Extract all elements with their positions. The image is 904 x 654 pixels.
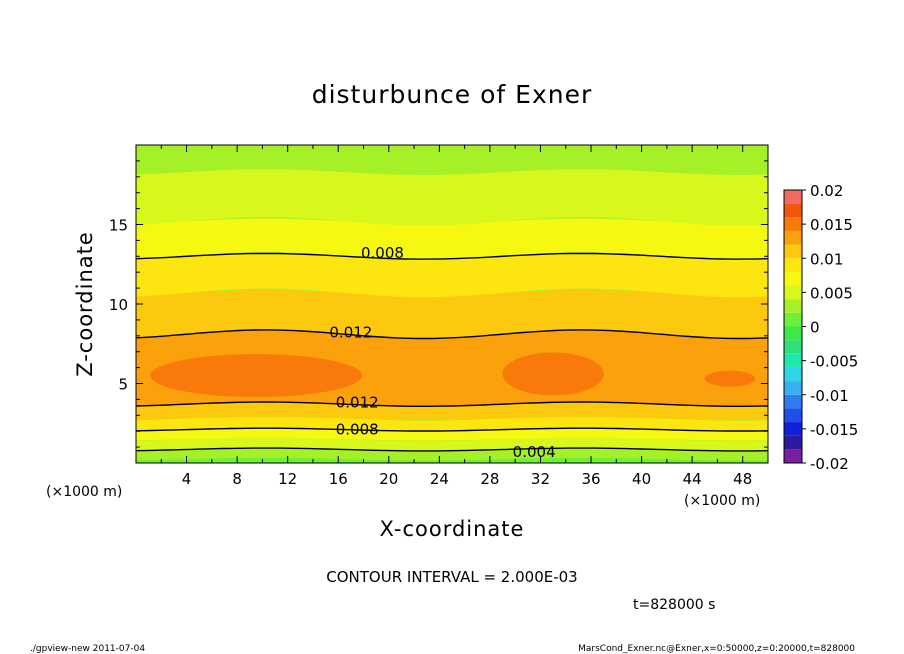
colorbar-tick-labels: 0.02 0.015 0.01 0.005 0 -0.005 -0.01 -0.015 -0.0… xyxy=(802,182,858,473)
colorbar-tick-label: 0.015 xyxy=(810,216,853,234)
x-tick-label: 4 xyxy=(182,470,192,488)
y-tick-label: 10 xyxy=(109,296,128,314)
colorbar xyxy=(783,189,803,464)
contour-band xyxy=(136,447,768,461)
colorbar-swatch xyxy=(784,230,802,245)
contour-label: 0.008 xyxy=(336,421,379,439)
x-tick-label: 28 xyxy=(480,470,499,488)
contour-band xyxy=(136,290,768,339)
colorbar-swatch xyxy=(784,217,802,231)
high-value-cells xyxy=(150,352,756,398)
contour-label: 0.012 xyxy=(329,324,372,342)
contour-band xyxy=(136,402,768,420)
colorbar-swatch xyxy=(784,326,802,341)
x-tick-label: 36 xyxy=(581,470,600,488)
colorbar-swatch xyxy=(784,258,802,272)
colorbar-swatch xyxy=(784,394,802,409)
x-tick-label: 20 xyxy=(379,470,398,488)
y-axis-ticks: 5 10 15 xyxy=(109,160,768,448)
colorbar-tick-label: 0.02 xyxy=(810,182,843,200)
contour-band xyxy=(136,169,768,226)
colorbar-swatch xyxy=(784,312,802,327)
x-axis-label: X-coordinate xyxy=(380,517,525,541)
x-tick-label: 8 xyxy=(232,470,242,488)
colorbar-tick-label: 0 xyxy=(810,319,820,337)
y-axis-label: Z-coordinate xyxy=(73,231,97,377)
filled-contour-bands xyxy=(136,145,768,463)
contour-interval-text: CONTOUR INTERVAL = 2.000E-03 xyxy=(326,568,577,586)
colorbar-tick-label: -0.005 xyxy=(810,353,858,371)
footer-right: MarsCond_Exner.nc@Exner,x=0:50000,z=0:20… xyxy=(578,644,855,654)
colorbar-swatch xyxy=(784,367,802,382)
x-axis-ticks: 4 8 12 16 20 24 28 32 36 40 44 48 xyxy=(160,145,752,488)
colorbar-swatch xyxy=(784,190,802,204)
colorbar-tick-label: -0.02 xyxy=(810,455,849,473)
colorbar-swatch xyxy=(784,422,802,436)
contour-band xyxy=(136,437,768,451)
chart-title: disturbunce of Exner xyxy=(312,80,593,109)
x-unit-left: (×1000 m) xyxy=(46,484,122,500)
contour-line xyxy=(136,401,768,407)
y-tick-label: 15 xyxy=(109,217,128,235)
colorbar-tick-label: 0.005 xyxy=(810,284,853,302)
colorbar-swatch xyxy=(784,203,802,218)
high-value-cell xyxy=(150,354,362,398)
contour-band xyxy=(136,427,768,441)
colorbar-swatch xyxy=(784,244,802,259)
x-tick-label: 44 xyxy=(683,470,702,488)
contour-label: 0.008 xyxy=(361,244,404,262)
colorbar-swatch xyxy=(784,353,802,368)
contour-lines xyxy=(136,252,768,452)
x-tick-label: 40 xyxy=(632,470,651,488)
high-value-cell xyxy=(704,370,756,387)
colorbar-tick-label: -0.015 xyxy=(810,421,858,439)
contour-band xyxy=(136,416,768,431)
contour-band xyxy=(136,253,768,298)
colorbar-swatch xyxy=(784,449,802,463)
footer-left: ./gpview-new 2011-07-04 xyxy=(30,644,145,654)
contour-band xyxy=(136,145,768,175)
contour-line xyxy=(136,427,768,432)
contour-line xyxy=(136,447,768,452)
high-value-cell xyxy=(502,352,604,396)
x-tick-label: 24 xyxy=(430,470,449,488)
x-tick-label: 12 xyxy=(278,470,297,488)
contour-band xyxy=(136,457,768,463)
x-tick-label: 32 xyxy=(531,470,550,488)
x-tick-label: 48 xyxy=(733,470,752,488)
y-tick-label: 5 xyxy=(118,376,128,394)
colorbar-tick-label: -0.01 xyxy=(810,387,849,405)
colorbar-swatch xyxy=(784,271,802,286)
colorbar-swatch xyxy=(784,285,802,300)
colorbar-swatch xyxy=(784,340,802,354)
contour-label: 0.012 xyxy=(336,394,379,412)
contour-label: 0.004 xyxy=(513,443,556,461)
colorbar-swatch xyxy=(784,299,802,313)
contour-line xyxy=(136,252,768,260)
colorbar-tick-label: 0.01 xyxy=(810,250,843,268)
colorbar-swatch xyxy=(784,408,802,423)
contour-band xyxy=(136,218,768,261)
time-label: t=828000 s xyxy=(633,597,715,613)
colorbar-swatch xyxy=(784,381,802,395)
x-tick-label: 16 xyxy=(329,470,348,488)
contour-line xyxy=(136,329,768,340)
x-unit-right: (×1000 m) xyxy=(684,493,760,509)
contour-labels: 0.008 0.012 0.012 0.008 0.004 xyxy=(329,244,555,461)
colorbar-swatch xyxy=(784,435,802,450)
